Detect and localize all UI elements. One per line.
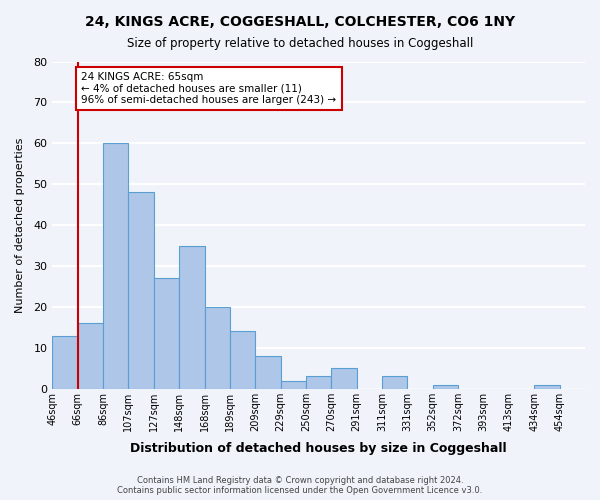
Bar bbox=[281, 380, 306, 388]
Bar bbox=[331, 368, 357, 388]
Y-axis label: Number of detached properties: Number of detached properties bbox=[15, 138, 25, 313]
Text: 24, KINGS ACRE, COGGESHALL, COLCHESTER, CO6 1NY: 24, KINGS ACRE, COGGESHALL, COLCHESTER, … bbox=[85, 15, 515, 29]
Bar bbox=[128, 192, 154, 388]
Bar bbox=[306, 376, 331, 388]
Bar bbox=[255, 356, 281, 388]
Bar bbox=[103, 144, 128, 388]
Bar bbox=[179, 246, 205, 388]
Bar bbox=[154, 278, 179, 388]
Text: Size of property relative to detached houses in Coggeshall: Size of property relative to detached ho… bbox=[127, 38, 473, 51]
Bar bbox=[534, 384, 560, 388]
X-axis label: Distribution of detached houses by size in Coggeshall: Distribution of detached houses by size … bbox=[130, 442, 507, 455]
Bar bbox=[382, 376, 407, 388]
Bar bbox=[230, 332, 255, 388]
Text: 24 KINGS ACRE: 65sqm
← 4% of detached houses are smaller (11)
96% of semi-detach: 24 KINGS ACRE: 65sqm ← 4% of detached ho… bbox=[82, 72, 337, 105]
Text: Contains HM Land Registry data © Crown copyright and database right 2024.
Contai: Contains HM Land Registry data © Crown c… bbox=[118, 476, 482, 495]
Bar bbox=[52, 336, 77, 388]
Bar bbox=[433, 384, 458, 388]
Bar bbox=[205, 307, 230, 388]
Bar bbox=[77, 324, 103, 388]
